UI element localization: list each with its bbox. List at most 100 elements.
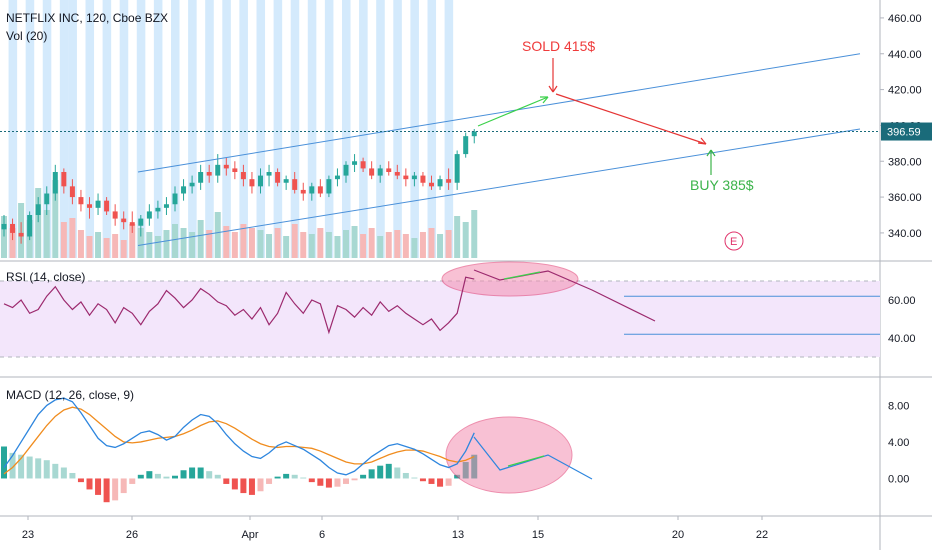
rsi-title: RSI (14, close): [6, 270, 85, 284]
volume-bar: [308, 234, 315, 258]
candle-body: [343, 164, 349, 176]
volume-bar: [189, 232, 196, 258]
arrow-head: [706, 149, 716, 157]
session-shade: [427, 0, 437, 258]
macd-histogram-bar: [240, 478, 247, 494]
volume-bar: [103, 238, 110, 258]
price-tick-label: 420.00: [888, 85, 922, 97]
volume-bar: [419, 232, 426, 258]
candle-body: [300, 189, 306, 194]
time-tick-label: 23: [22, 529, 34, 541]
time-tick-label: 22: [756, 529, 768, 541]
candle-body: [215, 164, 221, 176]
session-shade: [102, 0, 112, 258]
macd-histogram-bar: [231, 478, 238, 490]
macd-histogram-bar: [172, 475, 178, 479]
candle-body: [61, 172, 67, 187]
volume-bar: [257, 230, 264, 258]
volume-bar: [437, 234, 444, 258]
arrow-head: [548, 85, 558, 93]
price-tick-label: 340.00: [888, 228, 922, 240]
session-shade: [42, 0, 52, 258]
volume-bar: [180, 228, 187, 258]
macd-histogram-bar: [266, 478, 273, 484]
volume-bar: [325, 232, 332, 258]
volume-bar: [197, 220, 204, 258]
candle-body: [10, 223, 16, 233]
volume-bar: [385, 232, 392, 258]
candle-body: [223, 164, 229, 169]
volume-bar: [317, 228, 324, 258]
volume-bar: [60, 222, 67, 258]
volume-bar: [334, 236, 341, 258]
session-shade: [410, 0, 419, 258]
volume-bar: [172, 224, 178, 258]
volume-bar: [240, 224, 247, 258]
volume-bar: [163, 230, 170, 258]
volume-bar: [462, 222, 469, 258]
volume-bar: [120, 240, 127, 258]
session-shade: [119, 0, 129, 258]
volume-bar: [77, 230, 84, 258]
candle-body: [27, 215, 33, 237]
macd-histogram-bar: [52, 463, 59, 479]
session-shade: [8, 0, 18, 258]
volume-bar: [471, 210, 478, 258]
session-shade: [239, 0, 248, 258]
session-shade: [256, 0, 266, 258]
session-shade: [359, 0, 368, 258]
macd-projection-arrow: [507, 455, 545, 467]
macd-tick-label: 0.00: [888, 473, 909, 485]
volume-bar: [351, 226, 358, 258]
candle-body: [129, 222, 135, 226]
session-shade: [171, 0, 180, 258]
volume-bar: [428, 228, 435, 258]
candle-body: [437, 179, 443, 187]
candle-body: [198, 172, 204, 183]
candle-body: [206, 172, 212, 176]
time-tick-label: 13: [452, 529, 464, 541]
macd-histogram-bar: [283, 473, 290, 479]
macd-histogram-bar: [9, 452, 16, 479]
session-shade: [205, 0, 214, 258]
candle-body: [18, 232, 24, 237]
time-tick-label: 26: [126, 529, 138, 541]
candle-body: [163, 204, 169, 208]
volume-bar: [214, 212, 221, 258]
volume-bar: [154, 236, 161, 258]
volume-bar: [1, 216, 7, 258]
macd-histogram-bar: [163, 476, 170, 479]
candle-body: [181, 186, 187, 194]
buy-annotation: BUY 385$: [690, 177, 754, 193]
earnings-marker-label: E: [730, 236, 737, 248]
candle-body: [112, 211, 118, 219]
session-shade: [290, 0, 300, 258]
session-shade: [222, 0, 231, 258]
macd-histogram-bar: [248, 478, 255, 495]
rsi-line: [3, 276, 475, 335]
macd-histogram-bar: [103, 478, 110, 503]
volume-bar: [377, 236, 384, 258]
volume-bar: [248, 228, 255, 258]
macd-histogram-bar: [129, 478, 136, 484]
macd-histogram-bar: [137, 474, 144, 479]
volume-indicator-label: Vol (20): [6, 29, 47, 43]
macd-histogram-bar: [351, 478, 358, 481]
macd-histogram-bar: [343, 478, 349, 484]
candle-body: [471, 131, 477, 137]
volume-bar: [411, 238, 418, 258]
macd-histogram-bar: [197, 467, 204, 479]
macd-histogram-bar: [411, 477, 418, 479]
macd-histogram-bar: [377, 465, 384, 479]
macd-histogram-bar: [385, 463, 392, 479]
candle-body: [1, 223, 7, 230]
candle-body: [266, 172, 272, 176]
session-shade: [25, 0, 35, 258]
trend-channel-upper: [137, 53, 861, 173]
macd-histogram-bar: [334, 478, 341, 487]
volume-bar: [69, 218, 76, 258]
candle-body: [240, 172, 246, 180]
candle-body: [95, 200, 101, 208]
macd-histogram-bar: [291, 474, 298, 479]
session-shade: [273, 0, 283, 258]
